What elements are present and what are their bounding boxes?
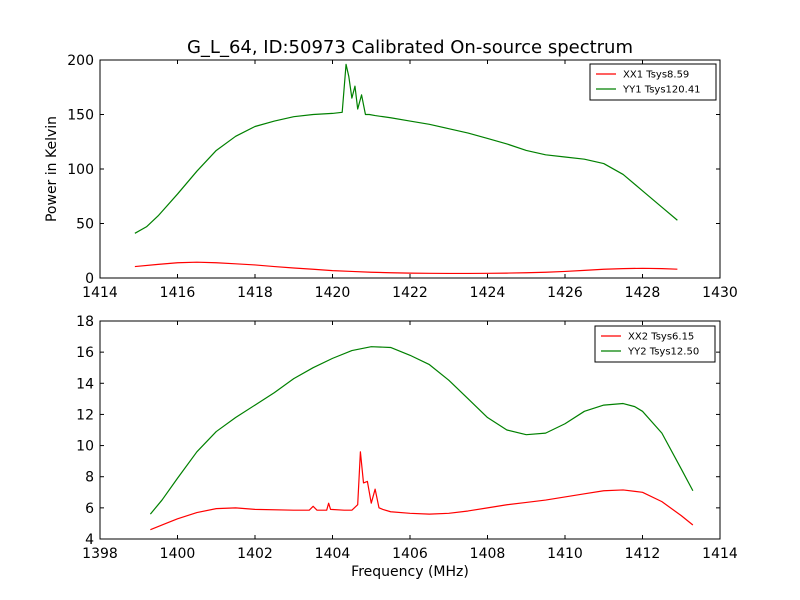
- bottom-y-tick-label: 14: [76, 376, 94, 392]
- top-x-tick-label: 1424: [470, 285, 506, 301]
- top-legend-label: YY1 Tsys120.41: [622, 85, 701, 96]
- bottom-legend-box: [594, 325, 716, 363]
- bottom-y-tick-label: 8: [85, 470, 94, 486]
- bottom-y-tick-label: 16: [76, 345, 94, 361]
- top-y-tick-label: 150: [67, 108, 94, 124]
- top-x-tick-label: 1422: [392, 285, 428, 301]
- bottom-y-tick-label: 12: [76, 407, 94, 423]
- bottom-series-line-1: [150, 451, 694, 531]
- bottom-y-tick-label: 6: [85, 501, 94, 517]
- top-y-axis-label: Power in Kelvin: [44, 116, 60, 222]
- bottom-x-tick-label: 1410: [547, 546, 583, 562]
- bottom-x-tick-label: 1414: [702, 546, 738, 562]
- top-x-tick-label: 1426: [547, 285, 583, 301]
- top-x-tick-label: 1416: [160, 285, 196, 301]
- bottom-x-tick-label: 1404: [315, 546, 351, 562]
- bottom-y-tick-label: 10: [76, 439, 94, 455]
- top-panel: 1414 1416 1418 1420 1422 1424 1426 1428 1430 0 50 1…: [67, 53, 738, 301]
- bottom-series-line-2: [149, 346, 694, 515]
- bottom-legend: XX2 Tsys6.15 YY2 Tsys12.50: [594, 325, 716, 363]
- top-series-line-1: [134, 261, 678, 275]
- bottom-y-tick-label: 18: [76, 314, 94, 330]
- top-x-tick-label: 1420: [315, 285, 351, 301]
- bottom-x-tick-label: 1408: [470, 546, 506, 562]
- top-y-tick-label: 0: [85, 271, 94, 287]
- top-series-line-2: [134, 63, 678, 234]
- top-y-tick-label: 50: [76, 217, 94, 233]
- top-x-tick-label: 1414: [82, 285, 118, 301]
- bottom-y-tick-label: 4: [85, 532, 94, 548]
- top-y-tick-label: 200: [67, 53, 94, 69]
- bottom-x-tick-label: 1406: [392, 546, 428, 562]
- top-y-tick-label: 100: [67, 162, 94, 178]
- top-x-tick-label: 1428: [625, 285, 661, 301]
- bottom-legend-label: YY2 Tsys12.50: [627, 347, 699, 358]
- top-legend-box: [589, 63, 717, 101]
- top-x-tick-label: 1418: [237, 285, 273, 301]
- top-x-tick-label: 1430: [702, 285, 738, 301]
- bottom-x-tick-label: 1402: [237, 546, 273, 562]
- top-legend: XX1 Tsys8.59 YY1 Tsys120.41: [589, 63, 717, 101]
- bottom-x-axis-label: Frequency (MHz): [351, 564, 469, 580]
- chart-title: G_L_64, ID:50973 Calibrated On-source sp…: [187, 37, 633, 58]
- bottom-legend-label: XX2 Tsys6.15: [628, 332, 694, 343]
- bottom-x-tick-label: 1400: [160, 546, 196, 562]
- bottom-x-tick-label: 1412: [625, 546, 661, 562]
- bottom-x-tick-label: 1398: [82, 546, 118, 562]
- bottom-panel: 1398 1400 1402 1404 1406 1408 1410 1412 14144681…: [76, 314, 738, 562]
- top-legend-label: XX1 Tsys8.59: [623, 70, 689, 81]
